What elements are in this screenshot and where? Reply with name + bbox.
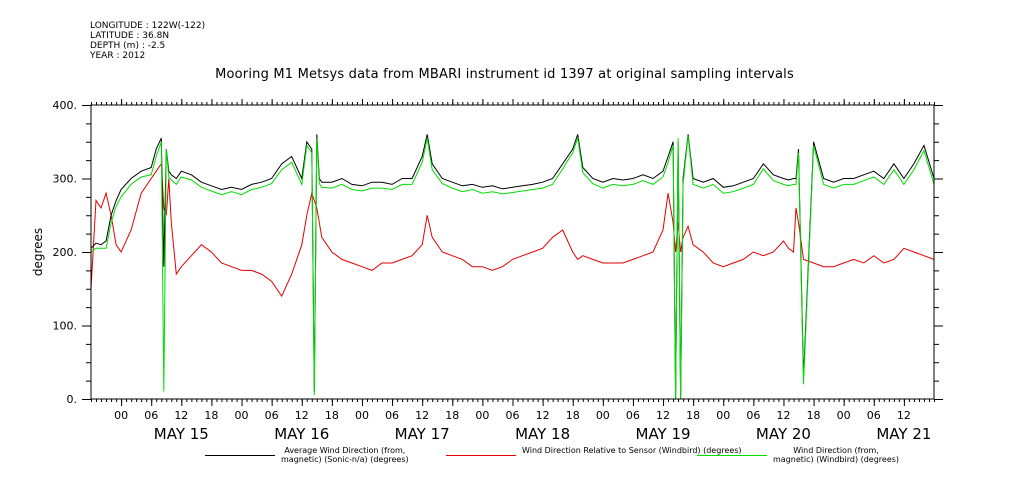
- x-day-label: MAY 16: [274, 425, 329, 443]
- x-day-label: MAY 21: [876, 425, 931, 443]
- legend-entry-3: Wind Direction (from, magnetic) (Windbir…: [697, 446, 899, 464]
- series-line-1: [90, 134, 935, 400]
- x-tick-label: 06: [867, 409, 881, 422]
- legend-swatch: [205, 455, 275, 456]
- series-layer: [90, 134, 935, 400]
- legend-label: Wind Direction Relative to Sensor (Windb…: [522, 446, 742, 455]
- latitude-text: LATITUDE : 36.8N: [90, 31, 170, 41]
- year-text: YEAR : 2012: [90, 51, 146, 61]
- x-tick-label: 06: [385, 409, 399, 422]
- x-tick-label: 00: [596, 409, 610, 422]
- x-tick-label: 00: [235, 409, 249, 422]
- series-line-2: [90, 162, 935, 298]
- legend-label: Average Wind Direction (from, magnetic) …: [281, 446, 409, 464]
- depth-text: DEPTH (m) : -2.5: [90, 41, 166, 51]
- x-day-label: MAY 20: [756, 425, 811, 443]
- legend-entry-1: Average Wind Direction (from, magnetic) …: [205, 446, 409, 464]
- x-tick-label: 06: [144, 409, 158, 422]
- x-tick-label: 00: [475, 409, 489, 422]
- x-day-label: MAY 18: [515, 425, 570, 443]
- wind-direction-chart: 00 06 12 18 00 06 12 18 00 06 12 18 00 06 12 18 00 06 12 18…: [31, 99, 943, 443]
- chart-title: Mooring M1 Metsys data from MBARI instru…: [215, 67, 794, 82]
- x-tick-label: 18: [566, 409, 580, 422]
- x-tick-label: 18: [807, 409, 821, 422]
- x-day-label: MAY 17: [395, 425, 450, 443]
- x-tick-label: 00: [114, 409, 128, 422]
- x-tick-label: 06: [746, 409, 760, 422]
- legend-entry-2: Wind Direction Relative to Sensor (Windb…: [446, 446, 742, 456]
- x-tick-label: 12: [897, 409, 911, 422]
- legend-swatch: [446, 455, 516, 456]
- x-tick-label: 12: [656, 409, 670, 422]
- x-tick-label: 06: [626, 409, 640, 422]
- legend-label: Wind Direction (from, magnetic) (Windbir…: [773, 446, 900, 464]
- y-tick-label: 400.: [53, 99, 78, 112]
- x-tick-label: 06: [506, 409, 520, 422]
- axes-layer: 00 06 12 18 00 06 12 18 00 06 12 18 00 06 12 18 00 06 12 18…: [31, 99, 943, 443]
- x-tick-label: 12: [536, 409, 550, 422]
- plot-frame: [90, 104, 935, 400]
- series-line-3: [90, 135, 935, 400]
- y-tick-label: 100.: [53, 320, 78, 333]
- x-day-label: MAY 19: [636, 425, 691, 443]
- x-tick-label: 18: [686, 409, 700, 422]
- y-tick-label: 300.: [53, 173, 78, 186]
- x-tick-label: 00: [716, 409, 730, 422]
- x-tick-label: 00: [355, 409, 369, 422]
- x-tick-label: 00: [837, 409, 851, 422]
- y-tick-label: 0.: [67, 393, 78, 406]
- y-axis-label: degrees: [31, 228, 45, 276]
- y-tick-label: 200.: [53, 246, 78, 259]
- longitude-text: LONGITUDE : 122W(-122): [90, 21, 206, 31]
- legend: Average Wind Direction (from, magnetic) …: [0, 446, 1009, 476]
- x-tick-label: 12: [295, 409, 309, 422]
- x-tick-label: 18: [204, 409, 218, 422]
- x-tick-label: 18: [445, 409, 459, 422]
- x-tick-label: 12: [174, 409, 188, 422]
- x-tick-label: 06: [265, 409, 279, 422]
- mooring-metadata: LONGITUDE : 122W(-122) LATITUDE : 36.8N …: [90, 21, 205, 61]
- legend-swatch: [697, 455, 767, 456]
- x-day-label: MAY 15: [154, 425, 209, 443]
- x-tick-label: 18: [325, 409, 339, 422]
- x-tick-label: 12: [776, 409, 790, 422]
- x-tick-label: 12: [415, 409, 429, 422]
